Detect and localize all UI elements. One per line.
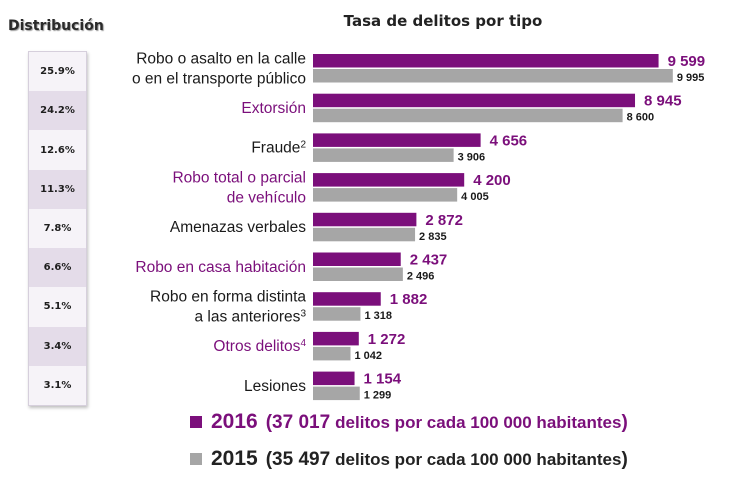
- category-label-7-0: Otros delitos4: [213, 338, 306, 356]
- bar-2016-3: [313, 173, 465, 187]
- bar-2016-2: [313, 133, 481, 147]
- distribution-value-5: 6.6%: [29, 248, 86, 288]
- distribution-value-7: 3.4%: [29, 326, 86, 366]
- data-label-2016-0: 9 599: [668, 53, 706, 70]
- data-label-2015-0: 9 995: [677, 72, 705, 84]
- category-label-2-0: Fraude2: [251, 139, 306, 157]
- distribution-title: Distribución: [8, 18, 104, 34]
- legend-text-2015: delitos por cada 100 000 habitantes: [335, 450, 622, 469]
- legend-year-2015: 2015: [211, 447, 258, 470]
- category-label-0-1: o en el transporte público: [132, 70, 306, 87]
- legend-total-2015: 35 497: [272, 449, 331, 470]
- bar-2015-0: [313, 69, 673, 83]
- category-label-1-0: Extorsión: [241, 100, 306, 117]
- bar-2015-6: [313, 307, 361, 321]
- legend-text-2016: delitos por cada 100 000 habitantes: [335, 413, 622, 432]
- distribution-value-2: 12.6%: [29, 130, 86, 170]
- data-label-2015-4: 2 835: [419, 231, 447, 243]
- data-label-2015-6: 1 318: [364, 310, 392, 322]
- data-label-2015-2: 3 906: [458, 151, 486, 163]
- data-label-2016-2: 4 656: [490, 132, 528, 149]
- category-label-5-0: Robo en casa habitación: [135, 259, 306, 276]
- legend-close-paren-2016: ): [621, 412, 628, 433]
- bar-2016-8: [313, 371, 355, 386]
- category-label-6-1: a las anteriores3: [194, 308, 306, 326]
- distribution-column: 25.9% 24.2% 12.6% 11.3% 7.8% 6.6% 5.1% 3.4% 3.1%: [28, 51, 87, 406]
- legend-total-2016: 37 017: [272, 412, 331, 433]
- chart-title: Tasa de delitos por tipo: [343, 12, 543, 30]
- category-label-0-0: Robo o asalto en la calle: [136, 50, 306, 67]
- data-label-2015-3: 4 005: [461, 191, 489, 203]
- data-label-2015-5: 2 496: [407, 271, 435, 283]
- bar-2015-7: [313, 346, 351, 361]
- category-label-6-0: Robo en forma distinta: [150, 288, 306, 305]
- bar-2016-5: [313, 252, 401, 266]
- legend-swatch-2015: [190, 453, 202, 465]
- bar-2015-8: [313, 386, 360, 401]
- data-label-2016-3: 4 200: [473, 172, 511, 189]
- data-label-2016-8: 1 154: [364, 371, 402, 388]
- legend-close-paren-2015: ): [621, 449, 628, 470]
- distribution-value-0: 25.9%: [29, 52, 86, 92]
- category-label-3-0: Robo total o parcial: [172, 169, 306, 186]
- bar-2015-2: [313, 148, 454, 162]
- bar-2015-1: [313, 108, 623, 123]
- category-label-4-0: Amenazas verbales: [170, 219, 306, 236]
- bar-2016-4: [313, 212, 417, 227]
- bar-2016-6: [313, 292, 381, 306]
- distribution-value-8: 3.1%: [29, 365, 86, 405]
- bar-2015-3: [313, 188, 458, 202]
- distribution-value-1: 24.2%: [29, 91, 86, 131]
- distribution-value-4: 7.8%: [29, 208, 86, 249]
- data-label-2015-8: 1 299: [364, 390, 392, 402]
- legend-year-2016: 2016: [211, 410, 258, 433]
- distribution-value-6: 5.1%: [29, 287, 86, 327]
- bar-2016-0: [313, 54, 659, 68]
- category-label-3-1: de vehículo: [227, 189, 306, 206]
- data-label-2016-1: 8 945: [644, 93, 682, 110]
- legend-2016: 2016 ( 37 017 delitos por cada 100 000 h…: [190, 410, 628, 434]
- data-label-2016-6: 1 882: [390, 291, 428, 308]
- legend-2015: 2015 ( 35 497 delitos por cada 100 000 h…: [190, 447, 628, 471]
- category-label-8-0: Lesiones: [244, 378, 306, 395]
- bar-2016-1: [313, 93, 636, 108]
- distribution-value-3: 11.3%: [29, 169, 86, 209]
- legend-open-paren-2016: (: [265, 412, 273, 433]
- data-label-2015-1: 8 600: [627, 112, 655, 124]
- bar-2015-4: [313, 227, 416, 242]
- data-label-2016-7: 1 272: [368, 331, 406, 348]
- data-label-2016-4: 2 872: [425, 212, 463, 229]
- bar-2016-7: [313, 331, 359, 346]
- legend-swatch-2016: [190, 416, 202, 428]
- bar-2015-5: [313, 267, 403, 281]
- data-label-2015-7: 1 042: [355, 350, 383, 362]
- data-label-2016-5: 2 437: [410, 252, 448, 269]
- legend-open-paren-2015: (: [265, 449, 273, 470]
